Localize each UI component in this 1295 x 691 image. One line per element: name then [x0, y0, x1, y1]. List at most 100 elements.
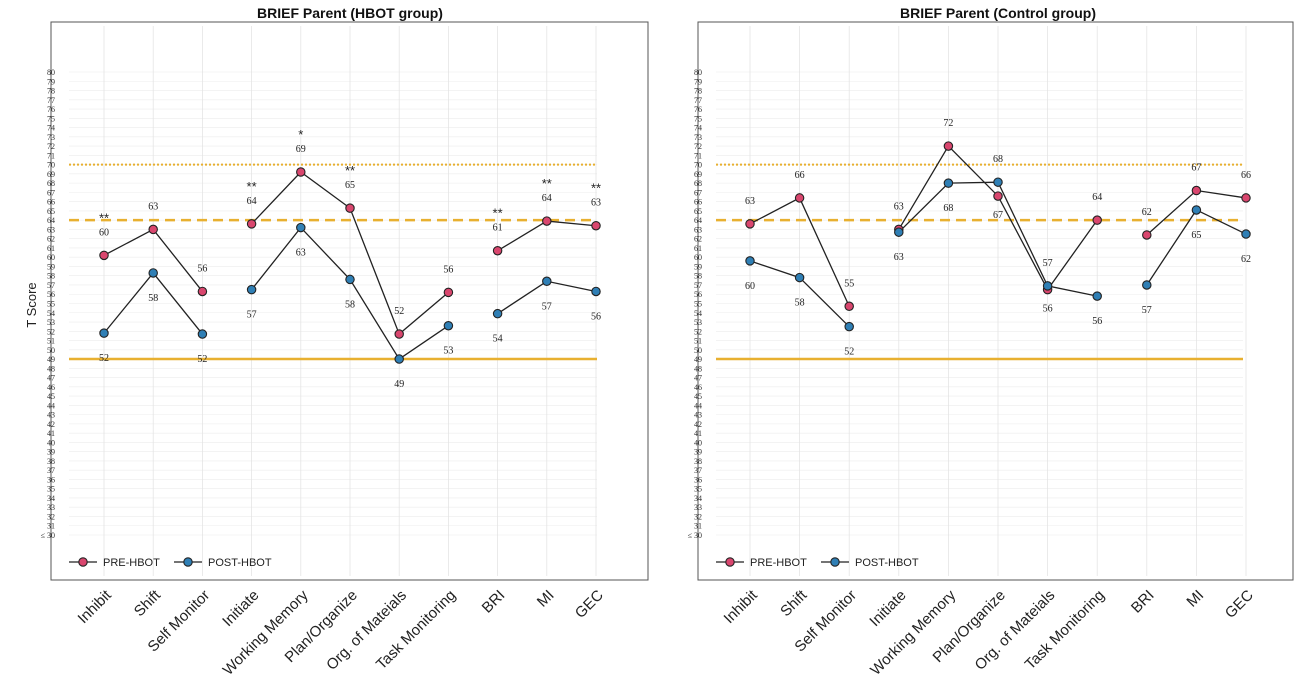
y-tick-label: 72 — [694, 142, 702, 151]
y-tick-label: 44 — [694, 401, 702, 410]
significance-marker: ** — [493, 206, 503, 221]
data-point-pre — [542, 216, 552, 226]
data-label-post: 52 — [99, 353, 109, 364]
data-point-pre — [492, 245, 503, 256]
data-label-pre: 67 — [1191, 163, 1201, 174]
data-point-post — [443, 320, 454, 331]
y-tick-label: 53 — [694, 318, 702, 327]
data-point-pre — [1092, 215, 1102, 225]
data-point-post — [296, 222, 306, 233]
y-tick-label: 73 — [694, 133, 702, 142]
y-tick-label: 36 — [694, 475, 702, 484]
y-tick-label: 41 — [47, 429, 55, 438]
y-tick-label: 66 — [47, 198, 55, 207]
y-tick-label: 35 — [694, 485, 702, 494]
data-label-post: 58 — [148, 293, 158, 304]
y-tick-label: 52 — [47, 327, 55, 336]
data-label-pre: 64 — [1092, 192, 1102, 203]
data-point-pre — [993, 191, 1003, 201]
y-tick-label: 69 — [47, 170, 55, 179]
data-point-post — [993, 177, 1003, 187]
data-point-post — [197, 329, 208, 339]
y-tick-label: 69 — [694, 170, 702, 179]
x-tick-label: GEC — [1222, 587, 1257, 622]
x-tick-label: Shift — [777, 586, 811, 620]
data-label-pre: 69 — [296, 144, 306, 155]
data-label-post: 57 — [247, 310, 257, 321]
data-point-post — [394, 354, 404, 364]
x-tick-label: Working Memory — [220, 586, 312, 678]
data-label-pre: 65 — [345, 180, 355, 191]
data-point-pre — [1191, 185, 1202, 196]
data-label-post: 60 — [745, 281, 755, 292]
data-point-post — [1191, 205, 1202, 215]
data-label-pre: 60 — [99, 227, 109, 238]
chart-panel-1: BRIEF Parent (HBOT group) T Score ≤ 303132… — [24, 5, 649, 679]
y-tick-label: 31 — [694, 522, 702, 531]
y-tick-label: 38 — [694, 457, 702, 466]
legend-label-pre: PRE-HBOT — [750, 557, 807, 569]
data-point-post — [794, 272, 805, 283]
y-axis-label: T Score — [24, 282, 39, 327]
y-tick-label: 56 — [694, 290, 702, 299]
y-tick-label: 46 — [694, 383, 702, 392]
data-point-post — [591, 286, 601, 297]
y-tick-label: 57 — [694, 281, 702, 290]
data-label-pre: 56 — [443, 264, 453, 275]
y-tick-label: 50 — [47, 346, 55, 355]
y-tick-label: 58 — [694, 272, 702, 281]
y-tick-label: 63 — [694, 225, 702, 234]
data-label-post: 57 — [1142, 305, 1152, 316]
chart-panel-2: BRIEF Parent (Control group) ≤ 3031323334… — [688, 5, 1294, 679]
y-tick-label: 55 — [694, 300, 702, 309]
data-point-post — [345, 274, 355, 285]
data-point-post — [1042, 281, 1053, 291]
data-point-post — [246, 284, 257, 295]
y-tick-label: 40 — [47, 438, 55, 447]
plot-frame — [50, 21, 649, 581]
data-label-post: 62 — [1241, 254, 1251, 265]
data-label-post: 58 — [345, 299, 355, 310]
data-point-post — [844, 321, 854, 332]
y-tick-label: 36 — [47, 475, 55, 484]
y-tick-label: 38 — [47, 457, 55, 466]
y-tick-label: 37 — [47, 466, 55, 475]
y-tick-label: 70 — [694, 161, 702, 170]
y-tick-label: 35 — [47, 485, 55, 494]
data-point-pre — [197, 286, 208, 297]
significance-marker: ** — [542, 176, 552, 191]
data-label-post: 58 — [795, 298, 805, 309]
y-tick-label: 52 — [694, 327, 702, 336]
y-tick-label: 54 — [47, 309, 55, 318]
data-point-post — [1142, 280, 1152, 290]
y-tick-label: 33 — [47, 503, 55, 512]
y-tick-label: ≤ 30 — [688, 531, 702, 540]
data-point-pre — [745, 219, 755, 229]
y-tick-label: 37 — [694, 466, 702, 475]
y-tick-label: 75 — [694, 114, 702, 123]
data-point-pre — [1241, 193, 1251, 203]
y-tick-label: 47 — [694, 374, 702, 383]
legend-marker-pre — [78, 557, 88, 567]
legend-label-pre: PRE-HBOT — [103, 557, 160, 569]
data-point-post — [745, 256, 755, 266]
data-label-post: 65 — [1191, 230, 1201, 241]
y-tick-label: 68 — [694, 179, 702, 188]
grid — [716, 26, 1247, 576]
y-tick-label: 46 — [47, 383, 55, 392]
legend-label-post: POST-HBOT — [208, 557, 272, 569]
x-tick-label: Working Memory — [867, 586, 959, 678]
y-tick-label: 61 — [47, 244, 55, 253]
data-label-pre: 52 — [394, 306, 404, 317]
y-tick-label: 32 — [694, 512, 702, 521]
data-point-post — [943, 178, 954, 188]
x-tick-label: MI — [1183, 587, 1207, 611]
y-tick-label: 80 — [47, 68, 55, 77]
significance-marker: ** — [247, 179, 257, 194]
y-tick-label: 55 — [47, 300, 55, 309]
data-label-pre: 66 — [795, 170, 805, 181]
data-point-post — [542, 276, 552, 287]
data-point-post — [492, 308, 503, 319]
data-point-pre — [844, 301, 854, 312]
y-tick-label: 42 — [47, 420, 55, 429]
